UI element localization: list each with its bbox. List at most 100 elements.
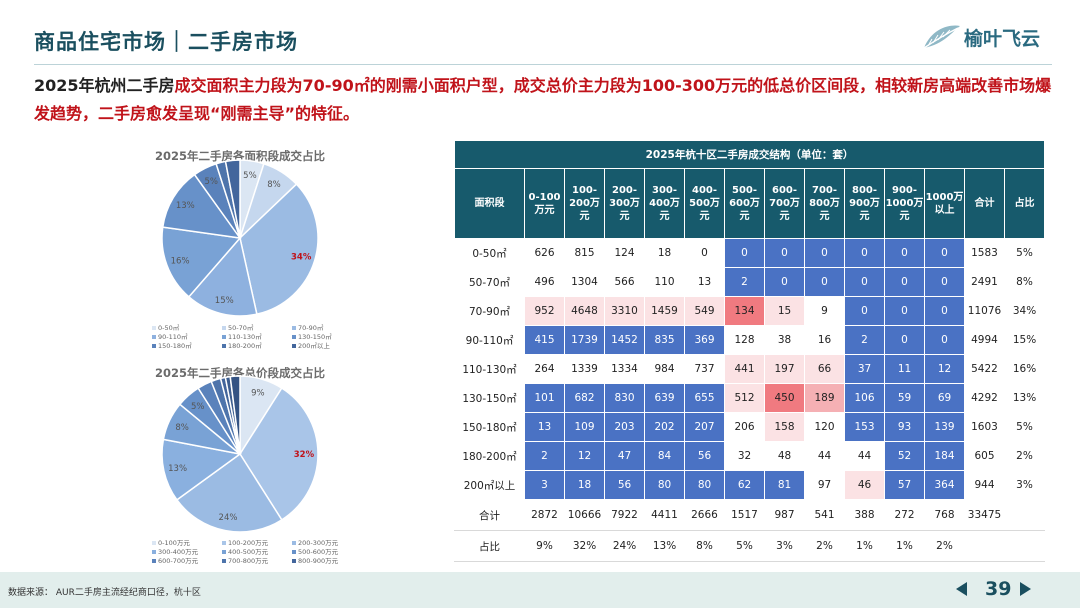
table-cell: 97 [804, 470, 845, 500]
table-cell: 682 [564, 383, 605, 413]
pie-data-label: 9% [251, 389, 265, 399]
legend-item: 110-130㎡ [222, 331, 262, 341]
table-cell: 207 [684, 412, 725, 442]
table-row: 150-180㎡ 13 109 203 202 207 206 158 120 153 93 139 1… [454, 412, 1045, 442]
legend-item: 300-400万元 [152, 546, 198, 556]
legend-item: 0-100万元 [152, 537, 190, 547]
table-cell: 441 [724, 354, 765, 384]
pie-slice [175, 452, 283, 533]
legend-swatch [152, 541, 156, 545]
table-cell: 52 [884, 441, 925, 471]
table-header: 100-200万元 [564, 168, 605, 239]
pie-chart-area: 5% 8% 34% 15% 16% 13% 5% [161, 159, 319, 317]
table-cell: 0 [684, 238, 725, 268]
pie-chart-price: 9% 32% 24% 13% 8% 5% [161, 375, 319, 533]
table-header: 合计 [964, 168, 1005, 239]
table-cell: 18 [564, 470, 605, 500]
table-cell: 2 [844, 325, 885, 355]
table-cell: 47 [604, 441, 645, 471]
legend-label: 90-110㎡ [158, 333, 188, 341]
table-cell: 13 [524, 412, 565, 442]
row-total: 944 [964, 470, 1005, 500]
pie-data-label: 16% [171, 256, 190, 266]
table-cell: 189 [804, 383, 845, 413]
pie-data-label: 15% [215, 296, 234, 306]
legend-item: 150-180㎡ [152, 340, 192, 350]
row-total: 4292 [964, 383, 1005, 413]
legend-swatch [222, 541, 226, 545]
pie-slice [187, 236, 258, 317]
legend-swatch [222, 335, 226, 339]
transaction-structure-table: 2025年杭十区二手房成交结构（单位：套） 面积段 0-100万元 100-200万元… [454, 140, 1045, 562]
table-row: 70-90㎡ 952 4648 3310 1459 549 134 15 9 0 0 0 11076 34… [454, 296, 1045, 326]
table-cell: 737 [684, 354, 725, 384]
table-cell: 450 [764, 383, 805, 413]
table-row: 130-150㎡ 101 682 830 639 655 512 450 189 106 59 69 4… [454, 383, 1045, 413]
table-cell: 3% [764, 530, 805, 562]
table-cell: 8% [684, 530, 725, 562]
table-cell: 0 [844, 296, 885, 326]
legend-swatch [292, 550, 296, 554]
table-header: 占比 [1004, 168, 1045, 239]
table-cell: 38 [764, 325, 805, 355]
legend-label: 70-90㎡ [298, 324, 324, 332]
legend-swatch [152, 326, 156, 330]
table-row: 180-200㎡ 2 12 47 84 56 32 48 44 44 52 184 605 2% [454, 441, 1045, 471]
pie-slice [161, 226, 242, 298]
headline: 2025年杭州二手房成交面积主力段为70-90㎡的刚需小面积户型，成交总价主力段… [34, 72, 1064, 128]
legend-swatch [292, 344, 296, 348]
table-header: 400-500万元 [684, 168, 725, 239]
table-cell: 5% [724, 530, 765, 562]
legend-swatch [222, 326, 226, 330]
legend-label: 800-900万元 [298, 557, 339, 565]
table-cell: 206 [724, 412, 765, 442]
table-cell: 0 [884, 325, 925, 355]
table-cell: 59 [884, 383, 925, 413]
pie2-legend: 0-100万元 100-200万元 200-300万元 300-400万元 400-50… [152, 537, 352, 567]
table-cell: 4648 [564, 296, 605, 326]
table-cell: 69 [924, 383, 965, 413]
row-share [1004, 530, 1045, 562]
next-page-icon[interactable] [1020, 582, 1031, 596]
table-cell: 80 [684, 470, 725, 500]
row-share: 13% [1004, 383, 1045, 413]
row-share: 8% [1004, 267, 1045, 297]
legend-item: 100-200万元 [222, 537, 268, 547]
pie-slice [229, 375, 241, 455]
row-label: 占比 [454, 530, 525, 562]
table-cell: 1% [884, 530, 925, 562]
legend-item: 200-300万元 [292, 537, 338, 547]
table-cell: 369 [684, 325, 725, 355]
table-header: 1000万以上 [924, 168, 965, 239]
table-cell: 2% [804, 530, 845, 562]
row-share: 3% [1004, 470, 1045, 500]
row-label: 130-150㎡ [454, 383, 525, 413]
table-header: 面积段 [454, 168, 525, 239]
row-share: 5% [1004, 238, 1045, 268]
table-cell: 2% [924, 530, 965, 562]
table-cell: 134 [724, 296, 765, 326]
pie-slice [161, 173, 242, 239]
footer: 数据来源： AUR二手房主流经纪商口径，杭十区 39 [0, 572, 1080, 608]
table-cell: 1304 [564, 267, 605, 297]
table-cell: 272 [884, 499, 925, 531]
pie-data-label: 5% [243, 171, 257, 181]
row-label: 150-180㎡ [454, 412, 525, 442]
leaf-logo-icon [923, 25, 960, 49]
table-header: 700-800万元 [804, 168, 845, 239]
legend-item: 200㎡以上 [292, 340, 330, 350]
pie-data-label: 13% [176, 201, 195, 211]
row-label: 70-90㎡ [454, 296, 525, 326]
table-cell: 203 [604, 412, 645, 442]
prev-page-icon[interactable] [956, 582, 967, 596]
table-cell: 566 [604, 267, 645, 297]
legend-label: 0-50㎡ [158, 324, 180, 332]
row-label: 50-70㎡ [454, 267, 525, 297]
table-cell: 0 [924, 296, 965, 326]
legend-label: 180-200㎡ [228, 342, 262, 350]
legend-item: 70-90㎡ [292, 322, 323, 332]
legend-label: 0-100万元 [158, 539, 190, 547]
table-cell: 388 [844, 499, 885, 531]
pie-slice [224, 159, 241, 239]
table-cell: 952 [524, 296, 565, 326]
